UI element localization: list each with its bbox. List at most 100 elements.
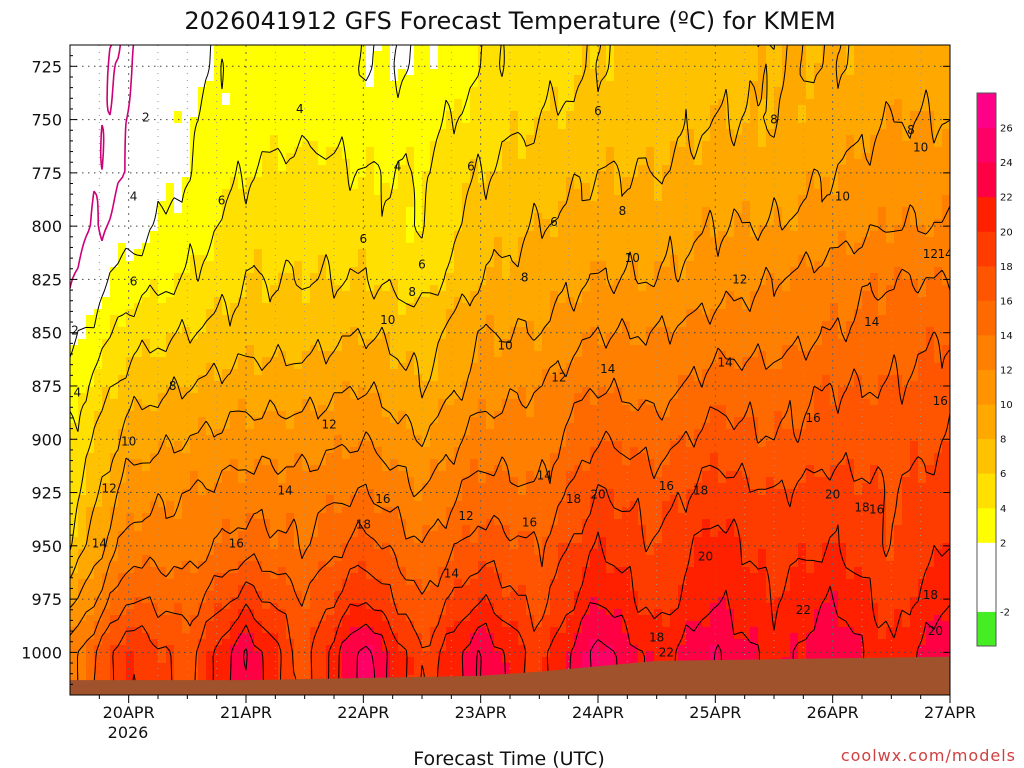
- temperature-cell: [262, 231, 271, 238]
- temperature-cell: [710, 261, 719, 268]
- temperature-cell: [894, 285, 903, 292]
- temperature-cell: [94, 297, 103, 304]
- temperature-cell: [78, 231, 87, 238]
- temperature-cell: [734, 273, 743, 280]
- temperature-cell: [894, 237, 903, 244]
- temperature-cell: [830, 249, 839, 256]
- temperature-cell: [926, 249, 935, 256]
- temperature-cell: [798, 123, 807, 130]
- temperature-cell: [246, 165, 255, 172]
- temperature-cell: [678, 75, 687, 82]
- temperature-cell: [390, 129, 399, 136]
- temperature-cell: [310, 117, 319, 124]
- temperature-cell: [798, 87, 807, 94]
- temperature-cell: [494, 51, 503, 58]
- temperature-cell: [166, 117, 175, 124]
- temperature-cell: [334, 177, 343, 184]
- temperature-cell: [542, 237, 551, 244]
- temperature-cell: [918, 219, 927, 226]
- temperature-cell: [934, 117, 943, 124]
- temperature-cell: [598, 303, 607, 310]
- temperature-cell: [318, 255, 327, 262]
- temperature-cell: [902, 255, 911, 262]
- temperature-cell: [630, 261, 639, 268]
- temperature-cell: [830, 183, 839, 190]
- temperature-cell: [358, 201, 367, 208]
- temperature-cell: [606, 57, 615, 64]
- temperature-cell: [654, 93, 663, 100]
- temperature-cell: [830, 93, 839, 100]
- temperature-cell: [902, 93, 911, 100]
- temperature-cell: [710, 171, 719, 178]
- temperature-cell: [710, 195, 719, 202]
- temperature-cell: [686, 219, 695, 226]
- temperature-cell: [574, 69, 583, 76]
- temperature-cell: [750, 129, 759, 136]
- temperature-cell: [158, 87, 167, 94]
- temperature-cell: [358, 147, 367, 154]
- temperature-cell: [478, 135, 487, 142]
- temperature-cell: [142, 297, 151, 304]
- temperature-cell: [494, 165, 503, 172]
- temperature-cell: [942, 135, 950, 142]
- temperature-cell: [238, 111, 247, 118]
- temperature-cell: [806, 285, 815, 292]
- temperature-cell: [254, 123, 263, 130]
- temperature-cell: [406, 285, 415, 292]
- temperature-cell: [630, 51, 639, 58]
- temperature-cell: [582, 81, 591, 88]
- temperature-cell: [750, 135, 759, 142]
- temperature-cell: [310, 57, 319, 64]
- temperature-cell: [830, 111, 839, 118]
- temperature-cell: [358, 315, 367, 322]
- temperature-cell: [542, 255, 551, 262]
- temperature-cell: [750, 285, 759, 292]
- temperature-cell: [926, 189, 935, 196]
- temperature-cell: [742, 45, 751, 52]
- temperature-cell: [574, 231, 583, 238]
- temperature-cell: [174, 273, 183, 280]
- temperature-cell: [174, 147, 183, 154]
- temperature-cell: [606, 153, 615, 160]
- temperature-cell: [270, 111, 279, 118]
- temperature-cell: [934, 195, 943, 202]
- temperature-cell: [318, 201, 327, 208]
- temperature-cell: [190, 303, 199, 310]
- temperature-cell: [126, 213, 135, 220]
- temperature-cell: [358, 255, 367, 262]
- temperature-cell: [342, 297, 351, 304]
- temperature-cell: [638, 111, 647, 118]
- temperature-cell: [798, 129, 807, 136]
- temperature-cell: [398, 249, 407, 256]
- temperature-cell: [806, 267, 815, 274]
- temperature-cell: [862, 57, 871, 64]
- temperature-cell: [518, 249, 527, 256]
- temperature-cell: [422, 243, 431, 250]
- temperature-cell: [166, 99, 175, 106]
- temperature-cell: [942, 129, 950, 136]
- temperature-cell: [238, 243, 247, 250]
- temperature-cell: [750, 123, 759, 130]
- temperature-cell: [118, 309, 127, 316]
- temperature-cell: [446, 279, 455, 286]
- temperature-cell: [366, 111, 375, 118]
- temperature-cell: [902, 273, 911, 280]
- temperature-cell: [454, 243, 463, 250]
- temperature-cell: [870, 261, 879, 268]
- temperature-cell: [382, 105, 391, 112]
- temperature-cell: [174, 165, 183, 172]
- temperature-cell: [742, 63, 751, 70]
- temperature-cell: [86, 309, 95, 316]
- temperature-cell: [542, 207, 551, 214]
- temperature-cell: [70, 303, 79, 310]
- temperature-cell: [150, 123, 159, 130]
- temperature-cell: [182, 237, 191, 244]
- temperature-cell: [70, 279, 79, 286]
- temperature-cell: [670, 195, 679, 202]
- temperature-cell: [814, 45, 823, 52]
- temperature-cell: [774, 213, 783, 220]
- temperature-cell: [590, 249, 599, 256]
- temperature-cell: [182, 303, 191, 310]
- temperature-cell: [318, 219, 327, 226]
- temperature-cell: [630, 105, 639, 112]
